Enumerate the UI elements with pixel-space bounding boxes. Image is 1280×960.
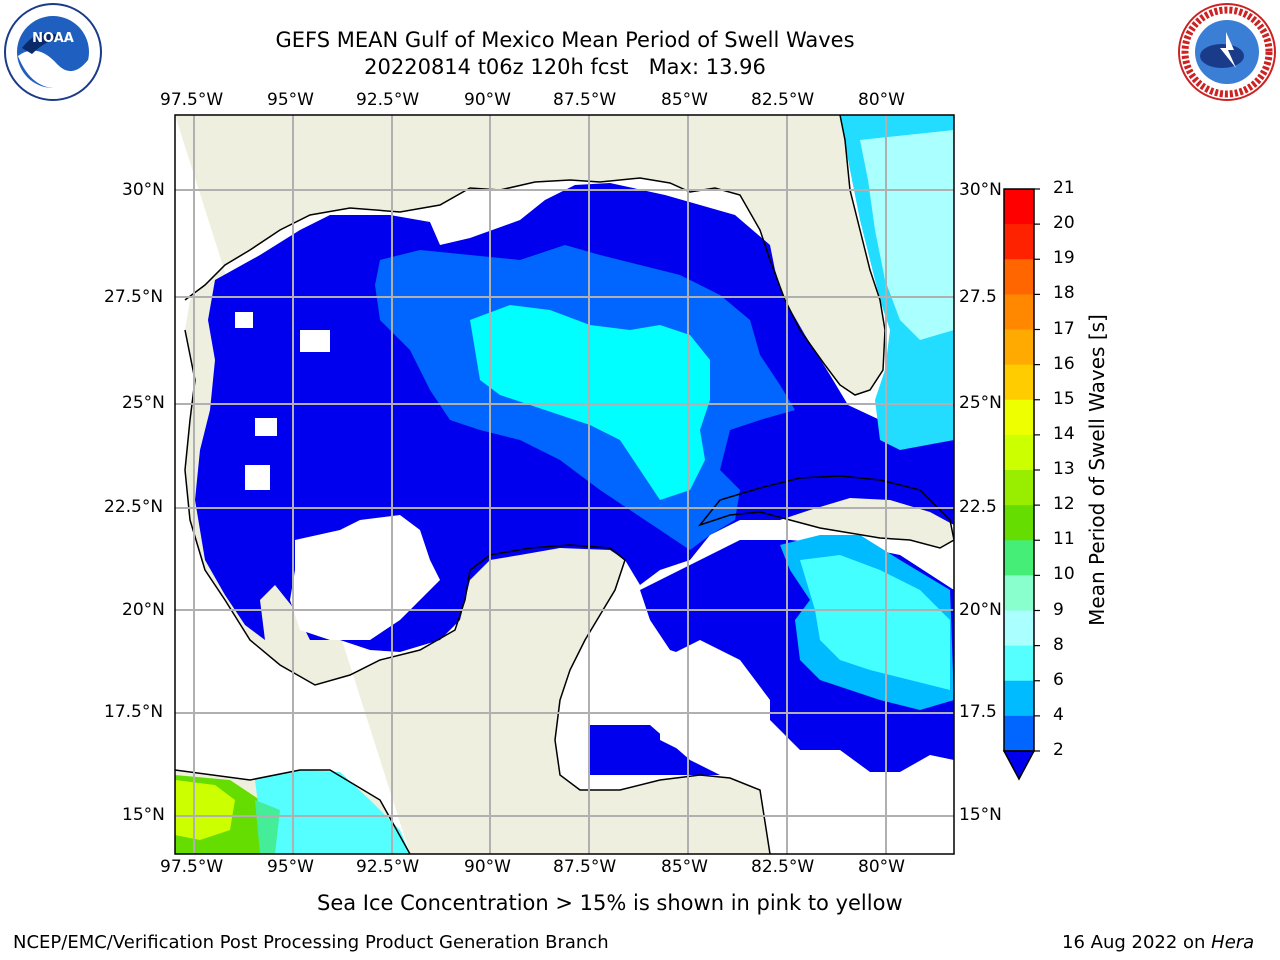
- colorbar-tick-label: 19: [1053, 248, 1075, 269]
- lon-tick-top: 87.5°W: [553, 90, 617, 110]
- lon-tick-top: 85°W: [661, 90, 708, 110]
- colorbar-tick-label: 11: [1053, 529, 1075, 550]
- colorbar-extend-arrow: [1002, 750, 1036, 781]
- noaa-logo-icon: NOAA: [4, 3, 102, 101]
- colorbar-segment: [1004, 470, 1034, 506]
- lat-tick-right: 20°N: [959, 600, 1002, 620]
- no-data-patch: [255, 418, 277, 436]
- colorbar-segment: [1004, 189, 1034, 225]
- colorbar-tick-label: 15: [1053, 388, 1075, 409]
- lat-tick-left: 15°N: [122, 805, 165, 825]
- coastline: [175, 769, 411, 854]
- lon-tick-top: 92.5°W: [356, 90, 420, 110]
- lon-tick-top: 82.5°W: [751, 90, 815, 110]
- colorbar-segment: [1004, 540, 1034, 576]
- colorbar-tick-label: 6: [1053, 669, 1064, 690]
- map-subtitle: 20220814 t06z 120h fcst Max: 13.96: [364, 55, 766, 79]
- colorbar-segment: [1004, 294, 1034, 330]
- sea-ice-note: Sea Ice Concentration > 15% is shown in …: [317, 891, 903, 915]
- lon-tick-bottom: 95°W: [267, 857, 314, 877]
- nws-logo-icon: [1178, 3, 1276, 101]
- colorbar-tick-label: 13: [1053, 459, 1075, 479]
- colorbar-segment: [1004, 399, 1034, 436]
- swell-atlantic-light: [860, 130, 954, 340]
- no-data-patch: [300, 330, 330, 352]
- lon-tick-bottom: 87.5°W: [553, 857, 617, 877]
- colorbar-tick-label: 21: [1053, 178, 1075, 198]
- no-data-patch: [290, 515, 440, 640]
- machine-name: Hera: [1211, 932, 1255, 953]
- lon-tick-bottom: 80°W: [858, 857, 905, 877]
- colorbar-tick-label: 20: [1053, 213, 1075, 234]
- lat-tick-left: 27.5°N: [104, 287, 164, 307]
- lat-tick-left: 30°N: [122, 180, 165, 200]
- colorbar-tick-label: 16: [1053, 353, 1075, 374]
- date-text: 16 Aug 2022 on: [1062, 932, 1212, 953]
- lat-tick-right: 17.5: [959, 702, 997, 722]
- no-data-patch: [600, 600, 660, 700]
- lon-tick-top: 90°W: [464, 90, 511, 110]
- lat-tick-right: 30°N: [959, 180, 1002, 200]
- lon-tick-top: 97.5°W: [160, 90, 224, 110]
- colorbar-tick-label: 4: [1053, 704, 1064, 725]
- colorbar-segment: [1004, 434, 1034, 471]
- coastline: [184, 115, 886, 396]
- run-date: 16 Aug 2022 on Hera: [1062, 932, 1254, 953]
- lat-tick-left: 22.5°N: [104, 497, 164, 517]
- lat-tick-left: 20°N: [122, 600, 165, 620]
- lon-tick-top: 95°W: [267, 90, 314, 110]
- lat-tick-left: 17.5°N: [104, 702, 164, 722]
- lat-tick-left: 25°N: [122, 393, 165, 413]
- coastline: [184, 329, 771, 854]
- colorbar-segment: [1004, 610, 1034, 647]
- no-data-patch: [245, 465, 270, 490]
- coastline: [697, 475, 954, 549]
- lon-tick-top: 80°W: [858, 90, 905, 110]
- swell-pacific-yellow: [175, 780, 235, 840]
- lon-tick-bottom: 90°W: [464, 857, 511, 877]
- producer-credit: NCEP/EMC/Verification Post Processing Pr…: [13, 932, 609, 953]
- colorbar-segment: [1004, 505, 1034, 541]
- swell-6-8-caribbean: [800, 555, 950, 690]
- lat-tick-right: 27.5: [959, 287, 997, 307]
- colorbar-segment: [1004, 645, 1034, 682]
- colorbar: [1002, 188, 1040, 781]
- lon-tick-bottom: 92.5°W: [356, 857, 420, 877]
- no-data-patch: [235, 312, 253, 328]
- map-frame: [174, 114, 955, 855]
- lon-tick-bottom: 97.5°W: [160, 857, 224, 877]
- graticule: [175, 115, 954, 854]
- colorbar-tick-label: 18: [1053, 283, 1075, 304]
- lat-tick-right: 15°N: [959, 805, 1002, 825]
- colorbar-segment: [1004, 259, 1034, 295]
- lon-tick-bottom: 82.5°W: [751, 857, 815, 877]
- colorbar-segment: [1004, 224, 1034, 260]
- colorbar-segment: [1004, 715, 1034, 752]
- colorbar-tick-label: 17: [1053, 318, 1075, 339]
- colorbar-tick-label: 8: [1053, 634, 1064, 655]
- colorbar-segment: [1004, 680, 1034, 717]
- lat-tick-right: 22.5: [959, 497, 997, 517]
- lon-tick-bottom: 85°W: [661, 857, 708, 877]
- map-title: GEFS MEAN Gulf of Mexico Mean Period of …: [275, 28, 855, 52]
- colorbar-tick-label: 12: [1053, 494, 1075, 515]
- colorbar-tick-label: 9: [1053, 599, 1064, 620]
- colorbar-segment: [1004, 575, 1034, 611]
- lat-tick-right: 25°N: [959, 393, 1002, 413]
- colorbar-tick-label: 10: [1053, 564, 1075, 585]
- svg-text:NOAA: NOAA: [32, 31, 74, 46]
- colorbar-tick-label: 14: [1053, 423, 1075, 444]
- colorbar-segment: [1004, 364, 1034, 401]
- colorbar-tick-label: 2: [1053, 740, 1064, 760]
- colorbar-segment: [1004, 329, 1034, 366]
- swell-pacific-teal: [255, 800, 280, 854]
- colorbar-label: Mean Period of Swell Waves [s]: [1085, 314, 1109, 626]
